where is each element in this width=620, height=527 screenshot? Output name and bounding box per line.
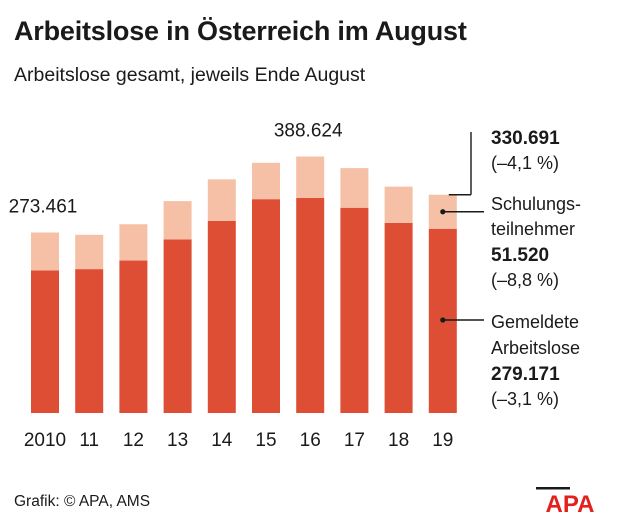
x-tick-label-14: 14 xyxy=(211,430,233,451)
stacked-bar-chart: 2010 11 12 13 14 15 16 17 18 19 273.461 388.624 33… xyxy=(9,121,581,451)
bar-schulung-16 xyxy=(296,156,325,198)
annotation-schulung-label-2: teilnehmer xyxy=(491,219,575,239)
bar-schulung-17 xyxy=(340,168,369,208)
bar-schulung-2010 xyxy=(31,232,59,271)
source-credit: Grafik: © APA, AMS xyxy=(14,493,151,510)
annotation-total-change: (–4,1 %) xyxy=(491,153,559,173)
bar-gemeldete-11 xyxy=(75,269,104,413)
marker-dot-gemeldete xyxy=(440,317,446,323)
annotation-gemeldete-value: 279.171 xyxy=(491,364,560,385)
bars-group xyxy=(31,156,457,413)
x-tick-label-12: 12 xyxy=(123,430,144,451)
x-tick-label-15: 15 xyxy=(255,430,276,451)
annotation-gemeldete-change: (–3,1 %) xyxy=(491,389,559,409)
x-tick-label-17: 17 xyxy=(344,430,365,451)
annotation-gemeldete-label-1: Gemeldete xyxy=(491,312,579,332)
apa-logo: APA xyxy=(536,487,595,515)
marker-dot-schulung xyxy=(440,209,446,215)
annotation-total-value: 330.691 xyxy=(491,128,560,149)
annotation-schulung-label-1: Schulungs- xyxy=(491,194,581,214)
x-axis-ticks: 2010 11 12 13 14 15 16 17 18 19 xyxy=(24,430,454,451)
x-tick-label-19: 19 xyxy=(432,430,453,451)
data-label-16: 388.624 xyxy=(274,121,343,142)
bar-gemeldete-13 xyxy=(163,239,192,413)
annotation-gemeldete-label-2: Arbeitslose xyxy=(491,338,580,358)
logo-text: APA xyxy=(546,491,595,515)
bar-gemeldete-18 xyxy=(384,222,413,413)
data-label-2010: 273.461 xyxy=(9,197,78,218)
bar-gemeldete-15 xyxy=(252,199,280,413)
logo-bar xyxy=(536,487,570,490)
x-tick-label-11: 11 xyxy=(79,430,99,451)
bar-schulung-11 xyxy=(75,234,104,270)
bar-gemeldete-12 xyxy=(119,260,148,413)
bar-gemeldete-14 xyxy=(207,220,236,413)
bar-schulung-18 xyxy=(384,186,413,223)
bar-schulung-14 xyxy=(207,179,236,221)
annotations-group: 330.691 (–4,1 %) Schulungs- teilnehmer 5… xyxy=(440,128,581,409)
x-tick-label-13: 13 xyxy=(167,430,188,451)
annotation-schulung-value: 51.520 xyxy=(491,245,549,266)
bar-gemeldete-17 xyxy=(340,207,369,413)
annotation-schulung-change: (–8,8 %) xyxy=(491,270,559,290)
chart-title: Arbeitslose in Österreich im August xyxy=(14,16,467,46)
x-tick-label-2010: 2010 xyxy=(24,430,66,451)
x-tick-label-18: 18 xyxy=(388,430,409,451)
bar-gemeldete-2010 xyxy=(31,270,59,413)
bar-schulung-12 xyxy=(119,224,148,261)
bar-schulung-13 xyxy=(163,201,192,240)
chart-subtitle: Arbeitslose gesamt, jeweils Ende August xyxy=(14,64,366,86)
x-tick-label-16: 16 xyxy=(300,430,321,451)
bar-gemeldete-16 xyxy=(296,197,325,413)
data-labels: 273.461 388.624 xyxy=(9,121,343,218)
bar-schulung-15 xyxy=(252,162,280,200)
